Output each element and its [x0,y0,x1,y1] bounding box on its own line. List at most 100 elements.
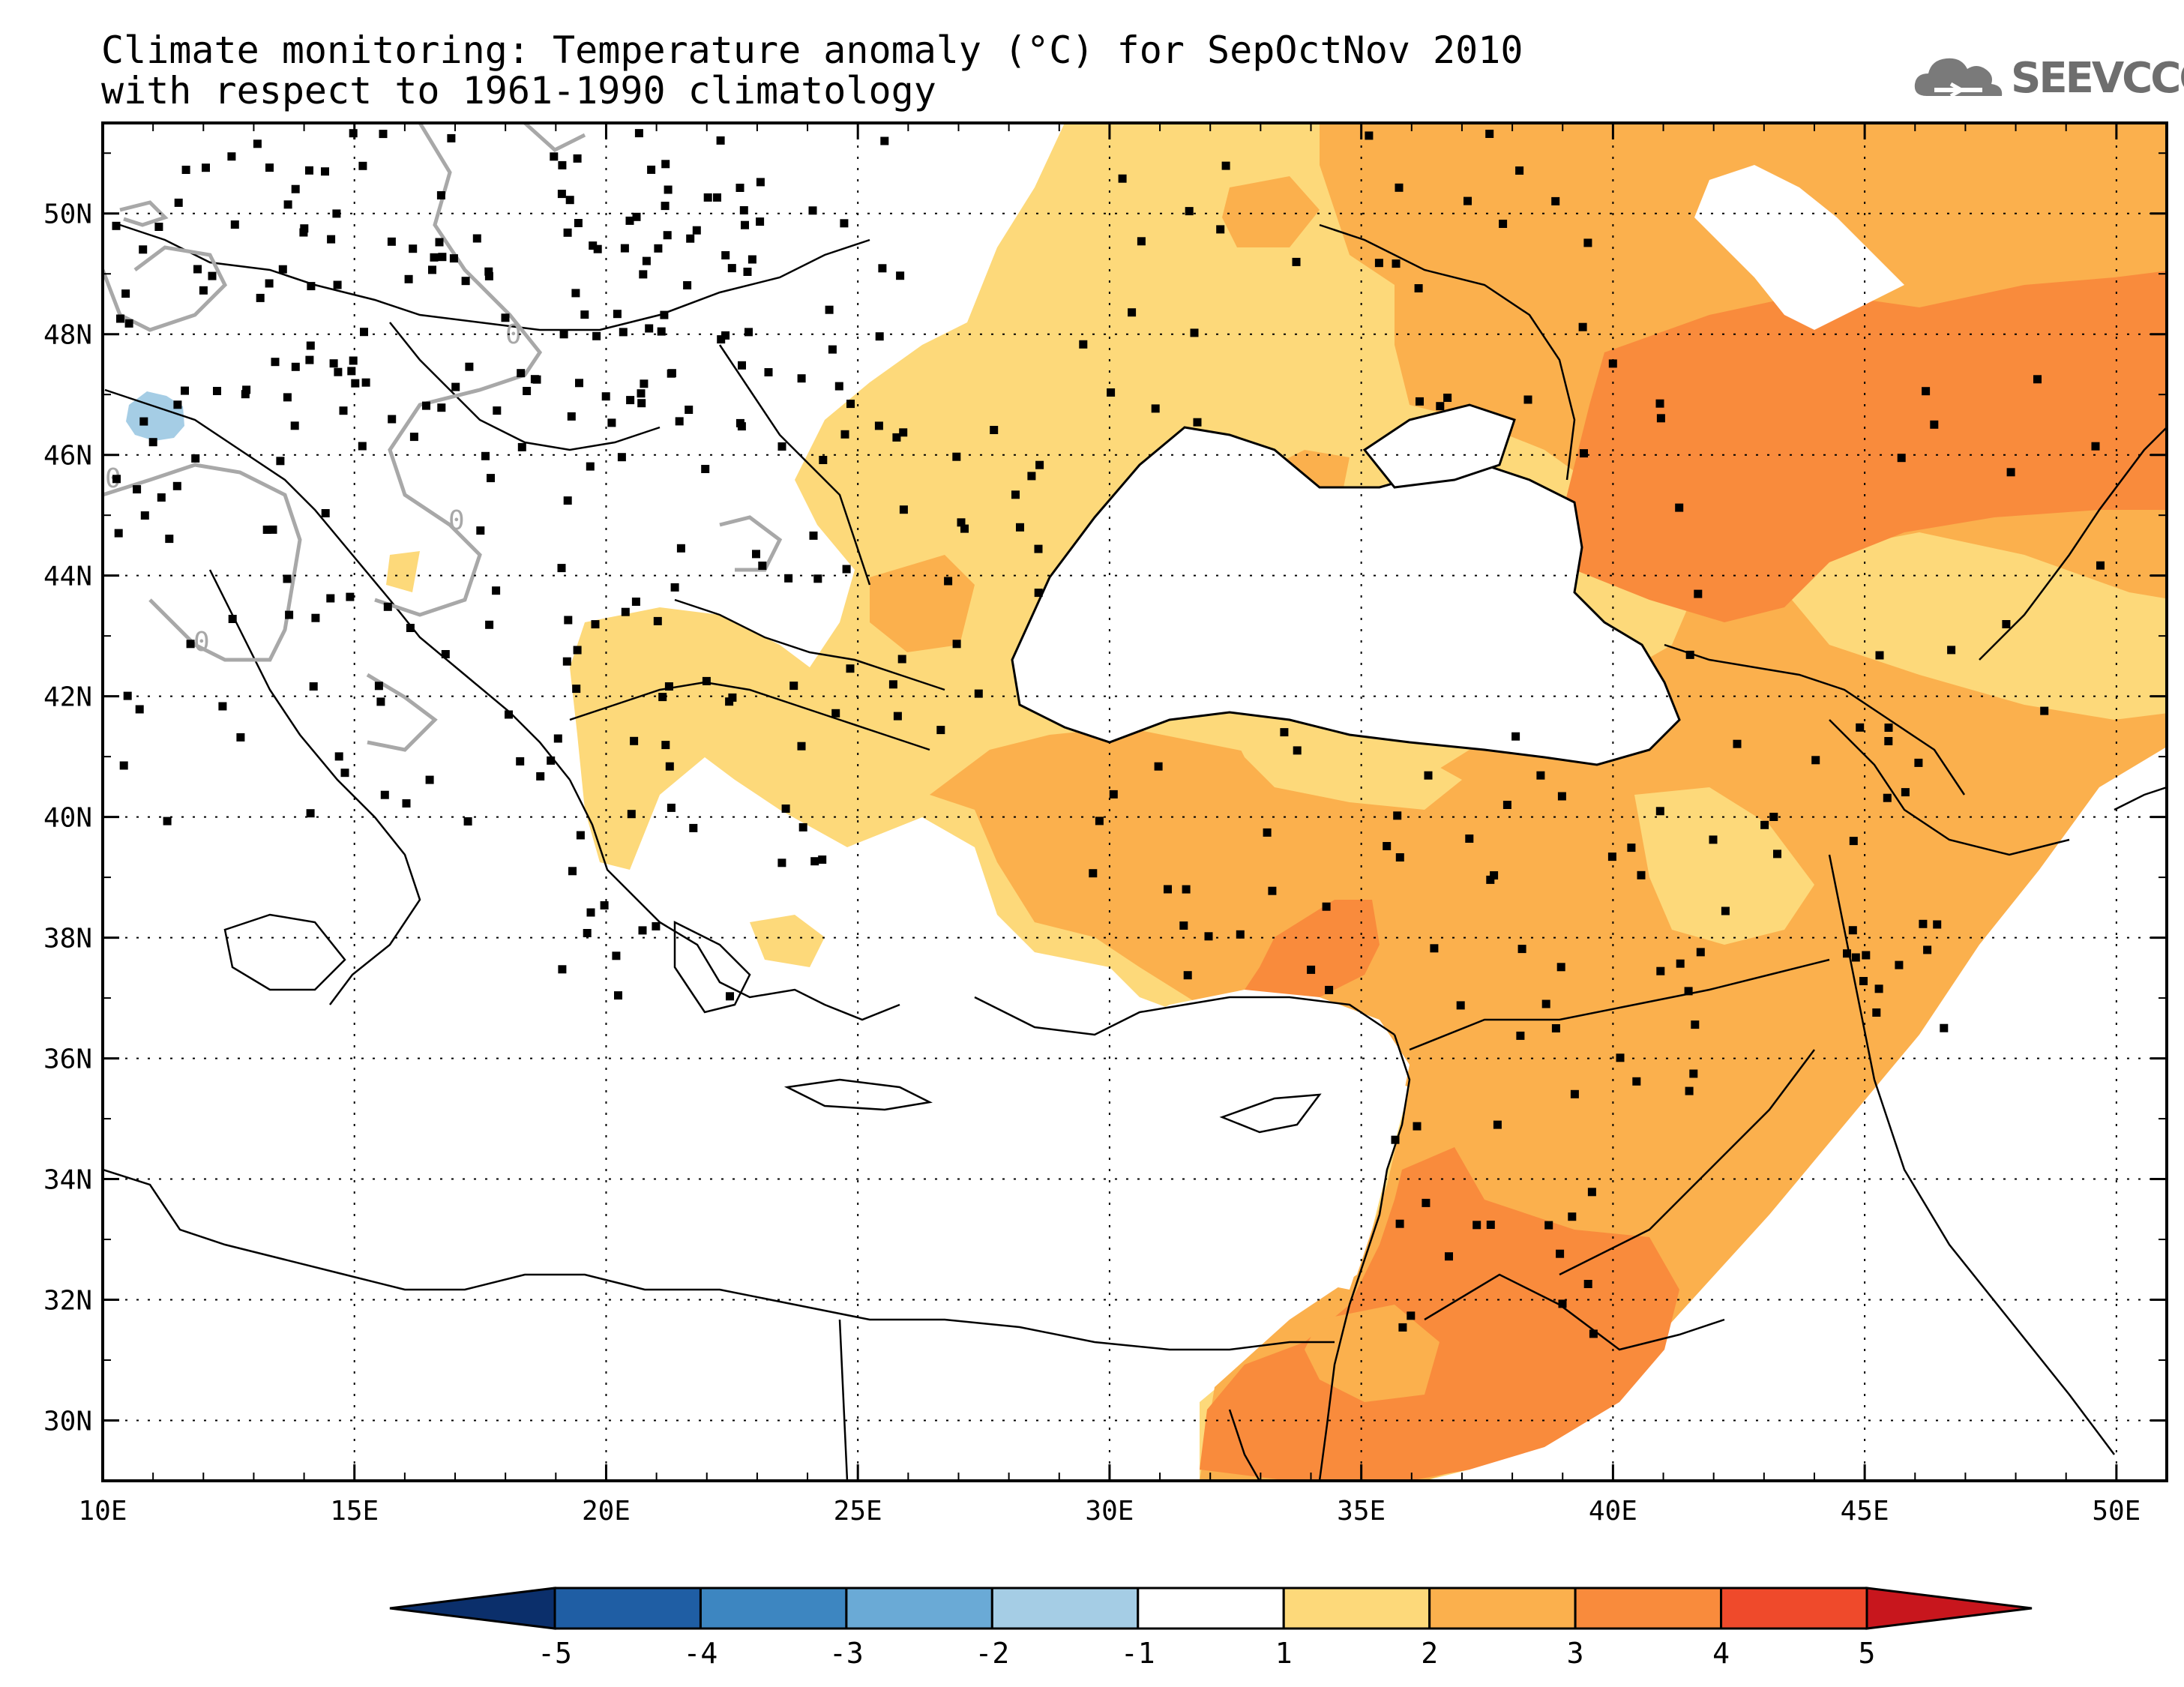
station-marker [208,271,217,280]
station-marker [461,277,470,286]
station-marker [1035,460,1044,469]
anomaly-3-4-levant [1200,1147,1679,1481]
border-bulgaria [674,598,945,691]
zero-contour-4 [523,123,586,152]
station-marker [154,223,163,231]
station-marker [1395,183,1404,192]
station-marker [621,607,630,616]
coast-cyprus [1219,1093,1322,1134]
station-marker [1862,951,1871,960]
station-marker [842,565,851,574]
station-marker [163,817,172,826]
station-marker [563,228,572,237]
station-marker [438,253,447,262]
contour-label: 0 [448,505,465,536]
station-marker [481,451,490,460]
station-marker [735,184,744,192]
station-marker [278,265,287,274]
station-marker [1587,1188,1596,1197]
zero-contour-1 [374,123,543,617]
station-marker [781,805,790,813]
colorbar-label: 5 [1859,1637,1876,1670]
station-marker [2096,561,2105,570]
anomaly-1-2-pocket-anatolia [1230,720,1462,810]
station-marker [878,264,887,273]
colorbar-swatch [990,1587,1140,1630]
station-marker [1843,949,1851,958]
station-marker [1179,921,1188,930]
station-marker [1365,131,1374,140]
station-marker [340,769,349,778]
x-tick-label: 25E [834,1496,882,1527]
station-marker [797,742,806,751]
station-marker [702,676,711,685]
station-marker [321,509,330,517]
station-marker [756,178,765,187]
station-marker [271,358,280,367]
station-marker [797,374,806,383]
zero-contour-2 [103,245,228,332]
station-marker [1499,220,1508,228]
station-marker [840,430,849,439]
station-marker [1407,1311,1416,1320]
zero-contour-7 [119,200,169,227]
station-marker [645,324,654,333]
y-axis: 30N 32N 34N 36N 38N 40N 42N 44N 46N 48N 50N [43,152,2167,1482]
station-marker [1430,944,1439,953]
station-marker [1884,724,1893,732]
station-marker [675,417,684,426]
station-marker [1107,388,1116,397]
station-marker [1872,1008,1881,1017]
station-marker [283,200,292,209]
station-marker [1583,238,1592,247]
station-marker [1413,1122,1422,1131]
station-marker [1183,971,1192,980]
x-tick-label: 30E [1085,1496,1134,1527]
station-marker [112,475,121,484]
station-marker [218,702,227,711]
station-marker [437,403,446,412]
colorbar-swatch [1574,1587,1723,1630]
station-marker [1856,723,1865,732]
station-marker [840,219,849,228]
station-marker [591,620,600,629]
station-marker [1416,397,1424,406]
border-jordan-saudi [1424,1273,1725,1351]
station-marker [1947,646,1956,655]
station-marker [213,387,221,395]
station-marker [1280,728,1289,737]
anomaly-3-4-russia [1559,271,2167,622]
station-marker [562,657,571,666]
station-marker [600,901,609,909]
station-marker [1395,853,1404,861]
station-marker [228,615,237,623]
border-caspian [1979,426,2167,661]
station-marker [485,620,494,629]
station-marker [642,256,651,265]
station-marker [1922,387,1931,396]
station-marker [676,544,685,553]
station-marker [1236,930,1245,939]
station-marker [567,412,576,421]
y-tick-label: 38N [43,924,92,954]
x-axis: 10E 15E 20E 25E 30E 35E 40E 45E 50E [78,123,2168,1527]
station-marker [741,220,749,229]
station-marker [1424,771,1433,780]
zero-contour-3 [103,463,302,662]
station-marker [632,212,641,221]
station-marker [309,682,318,691]
border-georgia-armenia [1664,643,1966,796]
station-marker [311,613,320,622]
station-marker [558,160,567,169]
station-marker [575,379,583,388]
station-marker [550,152,559,161]
station-marker [764,368,773,376]
station-marker [262,526,271,534]
station-marker [652,921,661,930]
station-marker [737,422,746,431]
colorbar-swatch [699,1587,848,1630]
station-marker [1079,340,1088,349]
station-marker [1395,1219,1404,1228]
station-marker [756,217,765,226]
station-marker [614,991,622,1000]
